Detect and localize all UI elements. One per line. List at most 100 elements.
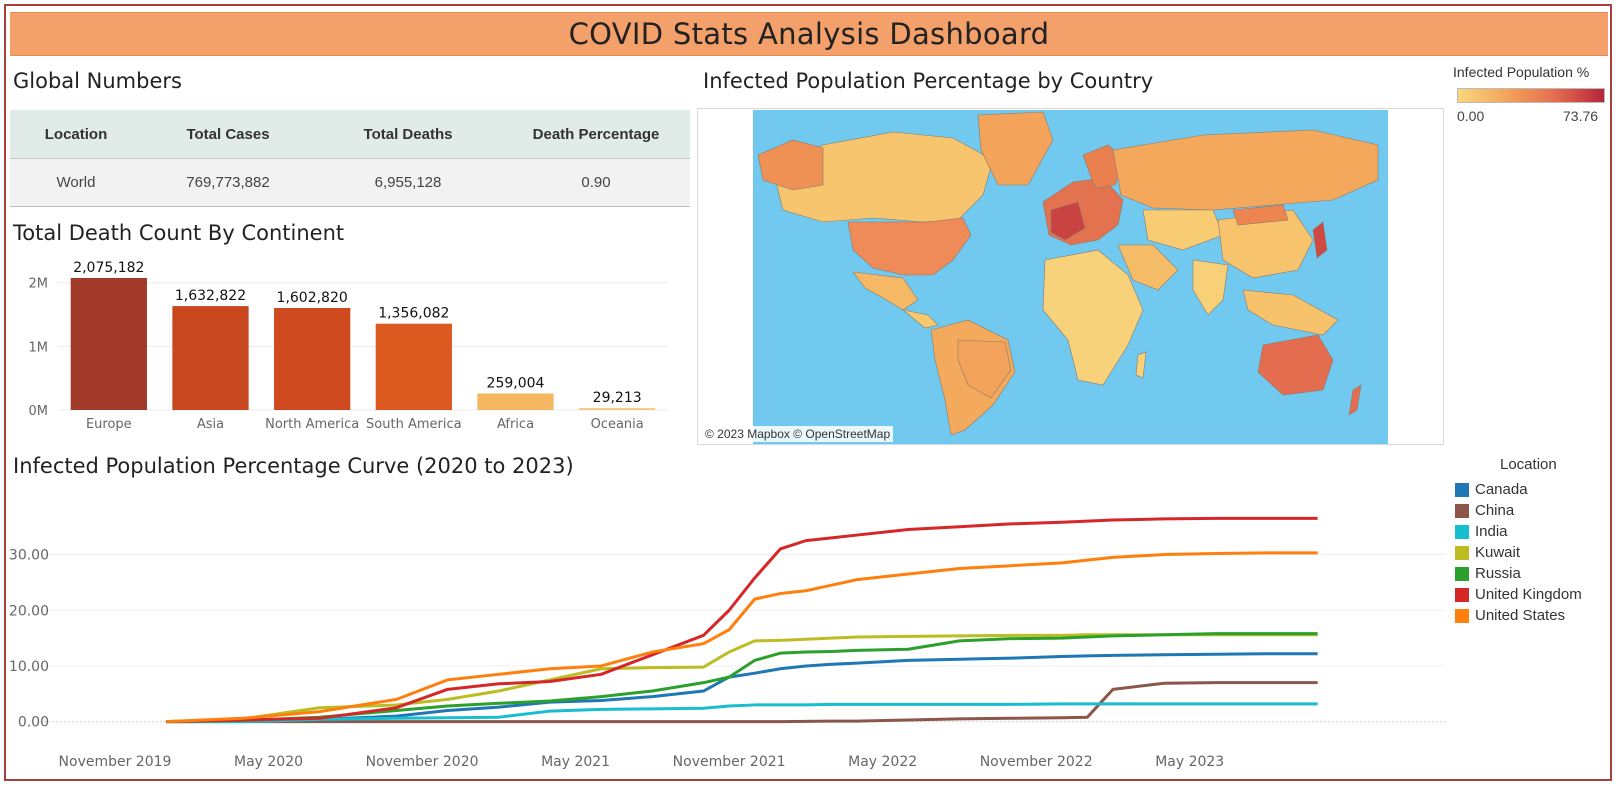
- line-x-tick-label: November 2020: [366, 754, 479, 770]
- series-line-russia: [166, 632, 1318, 724]
- series-legend-item[interactable]: China: [1455, 500, 1582, 521]
- series-line-canada: [166, 652, 1318, 724]
- column-header-total-cases[interactable]: Total Cases: [186, 125, 270, 143]
- line-x-tick-label: November 2019: [59, 754, 172, 770]
- legend-label: United Kingdom: [1475, 586, 1582, 603]
- line-y-tick-label: 30.00: [9, 548, 49, 564]
- line-x-tick-label: May 2022: [848, 754, 917, 770]
- curve-chart-title: Infected Population Percentage Curve (20…: [13, 454, 574, 478]
- bar-value-label: 1,356,082: [378, 306, 449, 322]
- series-legend-item[interactable]: Canada: [1455, 479, 1582, 500]
- map-country-greenland: [977, 111, 1054, 186]
- map-legend-gradient: [1457, 88, 1605, 103]
- legend-swatch: [1455, 524, 1469, 539]
- legend-label: China: [1475, 502, 1515, 519]
- map-legend-title: Infected Population %: [1453, 64, 1590, 80]
- legend-swatch: [1455, 587, 1469, 602]
- map-region-africa: [1042, 249, 1144, 386]
- map-country-mexico: [852, 271, 919, 311]
- map-country-new-zealand: [1348, 384, 1362, 416]
- bar-value-label: 1,632,822: [175, 288, 246, 304]
- line-x-tick-label: May 2023: [1155, 754, 1224, 770]
- map-container[interactable]: © 2023 Mapbox © OpenStreetMap: [697, 108, 1444, 445]
- map-country-brazil: [957, 339, 1012, 399]
- global-numbers-table: Location Total Cases Total Deaths Death …: [10, 110, 690, 207]
- dashboard-title: COVID Stats Analysis Dashboard: [568, 17, 1050, 51]
- map-legend-max: 73.76: [1563, 108, 1599, 124]
- series-line-india: [166, 702, 1318, 724]
- continent-chart-title: Total Death Count By Continent: [13, 221, 345, 245]
- bar-y-tick-label: 1M: [29, 340, 49, 355]
- dashboard-frame: [4, 4, 1612, 781]
- bar-category-label: Europe: [86, 417, 132, 432]
- legend-swatch: [1455, 503, 1469, 518]
- bar-value-label: 1,602,820: [277, 290, 348, 306]
- legend-swatch: [1455, 608, 1469, 623]
- bar-south-america: [375, 323, 452, 410]
- table-row[interactable]: World 769,773,882 6,955,128 0.90: [10, 159, 690, 207]
- map-region-central-america: [902, 309, 939, 329]
- map-country-alaska: [757, 139, 824, 191]
- line-x-tick-label: November 2022: [980, 754, 1093, 770]
- bar-y-tick-label: 0M: [29, 404, 49, 419]
- series-line-united-states: [166, 551, 1318, 724]
- dashboard-header: COVID Stats Analysis Dashboard: [10, 12, 1608, 56]
- bar-value-label: 29,213: [593, 390, 642, 406]
- map-country-india: [1192, 259, 1229, 316]
- map-attribution[interactable]: © 2023 Mapbox © OpenStreetMap: [702, 426, 894, 442]
- series-legend-item[interactable]: India: [1455, 521, 1582, 542]
- bar-value-label: 259,004: [487, 376, 545, 392]
- bar-north-america: [274, 308, 351, 410]
- line-y-tick-label: 20.00: [9, 603, 49, 619]
- legend-label: United States: [1475, 607, 1566, 624]
- legend-swatch: [1455, 566, 1469, 581]
- line-y-tick-label: 0.00: [18, 715, 49, 731]
- series-line-united-kingdom: [166, 516, 1318, 724]
- cell-total-cases: 769,773,882: [186, 174, 270, 191]
- bar-oceania: [579, 408, 656, 410]
- legend-label: Canada: [1475, 481, 1528, 498]
- bar-asia: [172, 306, 249, 410]
- map-legend-min: 0.00: [1457, 108, 1485, 124]
- line-x-tick-label: May 2021: [541, 754, 610, 770]
- line-x-tick-label: May 2020: [234, 754, 303, 770]
- series-legend-title: Location: [1500, 456, 1557, 473]
- series-legend-item[interactable]: Kuwait: [1455, 542, 1582, 563]
- table-header-row: Location Total Cases Total Deaths Death …: [10, 110, 690, 159]
- series-legend-item[interactable]: United States: [1455, 605, 1582, 626]
- bar-europe: [70, 277, 147, 410]
- map-country-madagascar: [1135, 351, 1147, 379]
- global-numbers-title: Global Numbers: [13, 69, 182, 93]
- world-map-graphic[interactable]: [753, 110, 1388, 444]
- column-header-total-deaths[interactable]: Total Deaths: [363, 125, 453, 143]
- map-region-central-asia: [1142, 209, 1224, 251]
- series-legend-item[interactable]: Russia: [1455, 563, 1582, 584]
- map-country-usa: [847, 217, 972, 276]
- cell-total-deaths: 6,955,128: [374, 174, 442, 191]
- map-country-australia: [1257, 334, 1334, 396]
- cell-location: World: [56, 174, 96, 191]
- legend-label: India: [1475, 523, 1508, 540]
- continent-bar-chart: 0M 1M 2M 2,075,182 Europe 1,632,822 Asia 1,602,…: [29, 260, 668, 432]
- bar-y-tick-label: 2M: [29, 277, 49, 292]
- legend-label: Russia: [1475, 565, 1521, 582]
- map-country-china: [1217, 209, 1314, 279]
- column-header-location[interactable]: Location: [44, 125, 108, 143]
- world-map[interactable]: [753, 110, 1388, 444]
- map-title: Infected Population Percentage by Countr…: [703, 69, 1154, 93]
- line-x-tick-label: November 2021: [673, 754, 786, 770]
- legend-swatch: [1455, 545, 1469, 560]
- column-header-death-percentage[interactable]: Death Percentage: [532, 125, 660, 143]
- cell-death-percentage: 0.90: [581, 174, 611, 191]
- bar-category-label: Asia: [197, 417, 224, 432]
- line-y-tick-label: 10.00: [9, 659, 49, 675]
- bar-category-label: North America: [265, 417, 359, 432]
- bar-africa: [477, 393, 554, 410]
- legend-label: Kuwait: [1475, 544, 1521, 561]
- map-country-russia: [1112, 129, 1379, 211]
- bar-value-label: 2,075,182: [73, 260, 144, 276]
- series-legend-item[interactable]: United Kingdom: [1455, 584, 1582, 605]
- series-line-china: [166, 681, 1318, 724]
- bar-category-label: Africa: [497, 417, 534, 432]
- map-country-mongolia: [1232, 204, 1289, 226]
